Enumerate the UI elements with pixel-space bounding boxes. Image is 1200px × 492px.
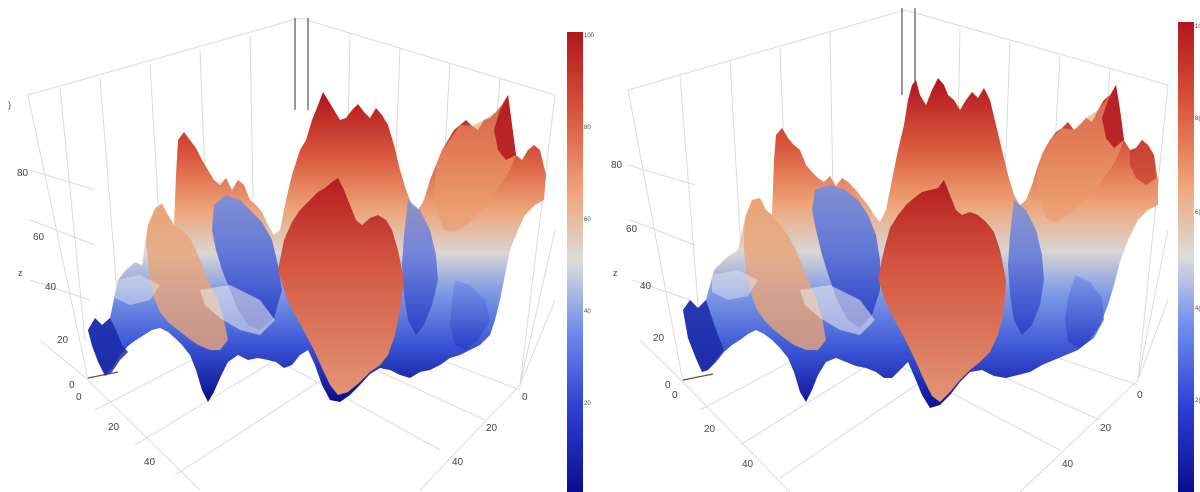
x-axis-left: 0 20 40 (76, 392, 156, 468)
surface-right-blue-cliff (683, 300, 724, 372)
z-tick-left-0: 0 (69, 380, 75, 391)
x-tick-left-40: 40 (144, 457, 156, 468)
z-tick-left-100: ) (8, 100, 11, 110)
surface-plot-right[interactable]: 80 60 z 40 20 0 0 20 40 0 20 40 10 8( 6(… (611, 8, 1200, 492)
y-tick-right-20: 20 (1100, 423, 1112, 434)
cb-left-tick-100: 100 (584, 33, 595, 39)
x-tick-right-40: 40 (742, 459, 754, 470)
colorbar-right-gradient (1178, 22, 1194, 492)
y-tick-right-0: 0 (1137, 390, 1143, 401)
cb-left-tick-40: 40 (584, 309, 591, 315)
cb-right-tick-60: 6( (1195, 210, 1200, 216)
surface-left[interactable] (88, 92, 546, 402)
surface-right-blue-valley (812, 185, 880, 328)
cb-left-tick-80: 80 (584, 125, 591, 131)
surface-right-highlight-2 (712, 270, 758, 300)
surface-left-highlight-2 (115, 275, 160, 305)
cb-left-tick-60: 60 (584, 217, 591, 223)
x-axis-right: 0 20 40 (672, 390, 754, 470)
z-tick-left-60: 60 (33, 232, 45, 243)
surface-left-highlight (200, 285, 275, 335)
surface-left-blue-cliff (88, 318, 128, 376)
y-tick-left-40-hidden: 40 (452, 457, 464, 468)
y-tick-left-0: 0 (522, 392, 528, 403)
z-axis-title-right: z (613, 268, 618, 278)
x-tick-right-20: 20 (704, 424, 716, 435)
scene-axes-right (682, 8, 916, 381)
surface-right-red-tip (1102, 85, 1124, 148)
z-tick-right-40: 40 (640, 281, 652, 292)
surface-right-red-peak (878, 180, 1006, 402)
surface-plot-left[interactable]: ) 80 60 z 40 20 0 0 20 40 0 20 40 100 80… (8, 17, 595, 492)
y-axis-left: 0 20 40 (452, 392, 528, 468)
x-tick-right-0: 0 (672, 390, 678, 401)
cb-right-tick-40: 4( (1195, 306, 1200, 312)
cb-right-tick-80: 8( (1195, 116, 1200, 122)
scene-axes-left (87, 18, 309, 379)
z-tick-right-20: 20 (653, 333, 665, 344)
surface-left-orange-ridge (146, 203, 228, 350)
colorbar-left: 100 80 60 40 20 (567, 32, 595, 492)
surface-right-orange-ridge (744, 198, 826, 350)
cb-left-tick-20: 20 (584, 401, 591, 407)
surface-left-red-peak (278, 178, 404, 395)
y-tick-right-40: 40 (1062, 459, 1074, 470)
z-tick-right-60: 60 (626, 224, 638, 235)
z-tick-left-40: 40 (45, 282, 57, 293)
surface-left-blue-valley-2 (402, 200, 438, 335)
surface-right-highlight (800, 285, 875, 335)
y-axis-right: 0 20 40 (1062, 390, 1143, 470)
surface-right[interactable] (683, 78, 1158, 408)
z-axis-title-left: z (18, 268, 23, 278)
surface-left-red-tip (494, 95, 516, 160)
x-tick-left-20: 20 (108, 422, 120, 433)
colorbar-right: 10 8( 6( 4( 2( (1178, 22, 1200, 492)
surface-right-orange-ridge-right (1036, 85, 1124, 222)
surface-left-blue-valley-3 (450, 280, 490, 350)
colorbar-left-gradient (567, 32, 583, 492)
x-tick-left-0: 0 (76, 392, 82, 403)
surface-right-red-tip-2 (1130, 140, 1156, 185)
z-tick-right-0: 0 (665, 380, 671, 391)
surface-left-blue-valley (212, 195, 282, 330)
cb-right-tick-100: 10 (1195, 24, 1200, 30)
z-tick-left-80: 80 (17, 168, 29, 179)
z-axis-left: ) 80 60 z 40 20 0 (8, 100, 75, 391)
surface-right-blue-valley-3 (1065, 275, 1104, 348)
y-tick-left-20: 20 (486, 423, 498, 434)
cb-right-tick-20: 2( (1195, 398, 1200, 404)
surface-right-blue-valley-2 (1008, 200, 1044, 335)
z-tick-right-80: 80 (611, 160, 623, 171)
z-axis-right: 80 60 z 40 20 0 (611, 160, 671, 391)
z-tick-left-20: 20 (57, 335, 69, 346)
